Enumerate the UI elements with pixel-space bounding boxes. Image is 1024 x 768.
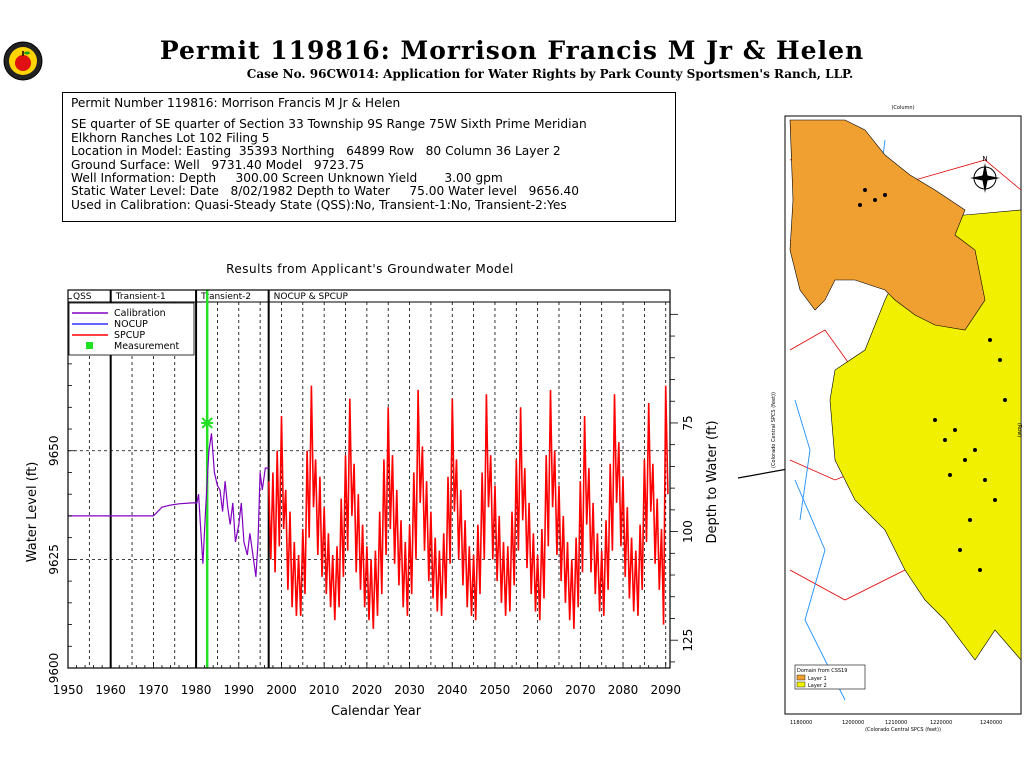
y2-axis-label: Depth to Water (ft)	[705, 420, 720, 543]
y2-tick-label: 100	[681, 520, 695, 543]
x-tick-label: 1950	[53, 683, 84, 697]
map-bottom-tick: 1180000	[790, 720, 812, 726]
y-tick-label: 9600	[47, 653, 61, 684]
measurement-marker	[201, 416, 214, 429]
x-tick-label: 2060	[522, 683, 553, 697]
hydrograph-chart: Results from Applicant's Groundwater Mod…	[25, 262, 720, 719]
y2-tick-label: 75	[681, 415, 695, 430]
map-legend-layer2: Layer 2	[808, 683, 827, 689]
model-domain-map: N Domain from CSS19 Layer 1 Layer 2 1180…	[771, 105, 1022, 733]
x-tick-label: 2070	[565, 683, 596, 697]
map-right-axis-label: (Row)	[1016, 423, 1022, 437]
map-legend	[794, 664, 866, 690]
y-axis-label: Water Level (ft)	[25, 462, 40, 563]
north-label: N	[982, 155, 987, 163]
info-line: Used in Calibration: Quasi-Steady State …	[71, 197, 567, 212]
agency-logo	[3, 41, 43, 81]
y-tick-label: 9625	[47, 544, 61, 575]
legend-swatch-measurement	[86, 342, 93, 349]
info-line: Permit Number 119816: Morrison Francis M…	[71, 96, 401, 110]
y-tick-label: 9650	[47, 435, 61, 466]
info-line: Location in Model: Easting 35393 Northin…	[71, 144, 561, 159]
legend-label: SPCUP	[114, 330, 145, 341]
x-tick-label: 2050	[480, 683, 511, 697]
x-tick-label: 2010	[309, 683, 340, 697]
axis-layer: 1950 1960 1970 1980 1990 2000 2010 2020 2030 2040…	[47, 289, 695, 697]
x-tick-label: 2020	[352, 683, 383, 697]
map-bottom-tick: 1210000	[885, 720, 907, 726]
period-label: Transient-1	[115, 292, 166, 302]
x-tick-label: 2030	[394, 683, 425, 697]
x-tick-label: 1970	[138, 683, 169, 697]
map-wells	[858, 188, 1007, 572]
series-line-spcup	[267, 385, 669, 629]
period-label: Transient-2	[200, 292, 251, 302]
x-axis-label: Calendar Year	[331, 704, 422, 719]
info-line: Well Information: Depth 300.00 Screen Un…	[71, 171, 503, 186]
legend-label: Calibration	[114, 308, 166, 319]
info-line: Ground Surface: Well 9731.40 Model 9723.…	[71, 157, 365, 172]
map-bottom-tick: 1220000	[930, 720, 952, 726]
map-left-axis-label: (Colorado Central SPCS (feet))	[771, 392, 777, 468]
x-tick-label: 2090	[650, 683, 681, 697]
x-tick-label: 2080	[608, 683, 639, 697]
y2-tick-label: 125	[681, 629, 695, 652]
period-label: NOCUP & SPCUP	[274, 292, 349, 302]
x-tick-label: 1960	[95, 683, 126, 697]
page-subtitle: Case No. 96CW014: Application for Water …	[246, 67, 854, 81]
map-north-arrow-icon: N	[970, 155, 1000, 193]
map-layer2-area	[829, 209, 1022, 661]
x-tick-label: 2000	[266, 683, 297, 697]
x-tick-label: 1990	[224, 683, 255, 697]
info-line: SE quarter of SE quarter of Section 33 T…	[71, 117, 587, 132]
series-layer	[68, 290, 669, 668]
page-title: Permit 119816: Morrison Francis M Jr & H…	[159, 36, 865, 65]
map-top-axis-label: (Column)	[891, 105, 914, 111]
plot-frame	[67, 289, 671, 669]
series-line-calibration	[68, 433, 269, 577]
info-line: Static Water Level: Date 8/02/1982 Depth…	[71, 184, 580, 199]
map-bottom-tick: 1200000	[842, 720, 864, 726]
x-tick-label: 1980	[181, 683, 212, 697]
chart-title: Results from Applicant's Groundwater Mod…	[226, 262, 514, 276]
period-label: QSS	[73, 292, 92, 302]
legend-label: NOCUP	[114, 319, 148, 330]
map-layer1-area	[789, 119, 986, 331]
info-line: Elkhorn Ranches Lot 102 Filing 5	[71, 130, 270, 145]
map-bottom-axis-label: (Colorado Central SPCS (feet))	[865, 727, 941, 733]
x-tick-label: 2040	[437, 683, 468, 697]
permit-info-box: Permit Number 119816: Morrison Francis M…	[62, 92, 676, 222]
legend-label: Measurement	[114, 341, 179, 352]
map-legend-title: Domain from CSS19	[797, 668, 847, 674]
map-bottom-tick: 1240000	[980, 720, 1002, 726]
map-legend-layer1: Layer 1	[808, 676, 827, 682]
